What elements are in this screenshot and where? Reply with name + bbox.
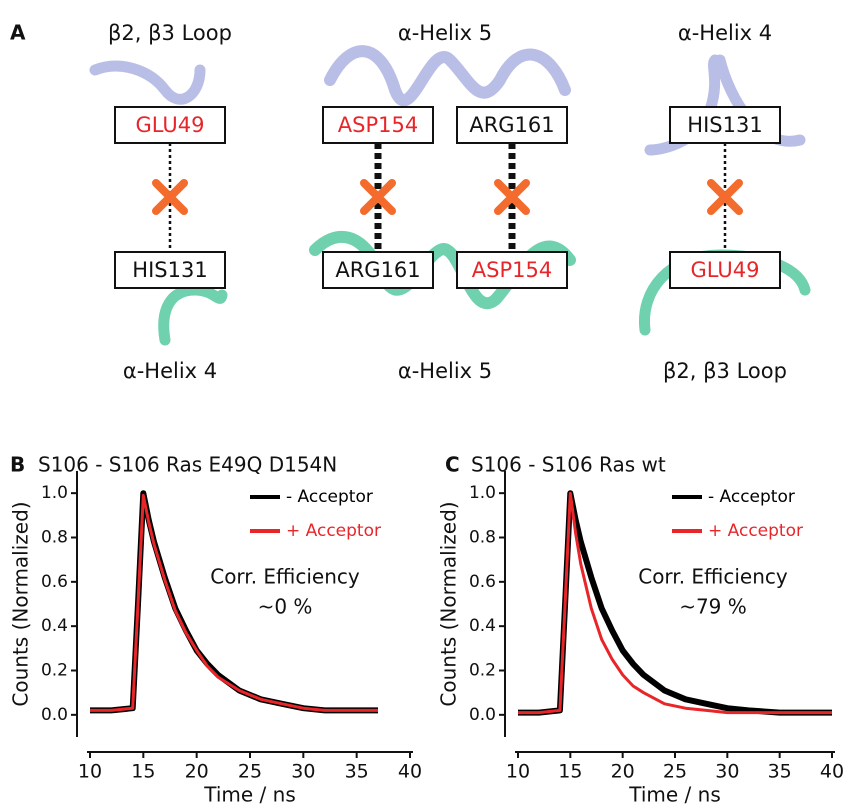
broken-cross	[360, 179, 396, 215]
y-tick-label: 1.0	[469, 483, 496, 503]
residue-label: ASP154	[472, 258, 552, 282]
residue-box	[456, 106, 568, 144]
legend-label: - Acceptor	[708, 487, 795, 507]
annotation: Corr. Efficiency	[210, 565, 360, 589]
x-tick-label: 30	[291, 761, 315, 783]
series-line	[90, 493, 378, 712]
panel-label: C	[445, 453, 460, 477]
y-tick-label: 1.0	[41, 483, 68, 503]
chart-title: S106 - S106 Ras wt	[471, 453, 666, 477]
residue-box	[669, 251, 781, 289]
x-tick-label: 35	[768, 761, 792, 783]
broken-cross	[152, 179, 188, 215]
x-tick-label: 20	[611, 761, 635, 783]
y-axis-label: Counts (Normalized)	[437, 501, 461, 706]
chart-title: S106 - S106 Ras E49Q D154N	[38, 453, 337, 477]
y-tick-label: 0.2	[469, 661, 496, 681]
y-tick-label: 0.0	[469, 705, 496, 725]
residue-box	[322, 106, 434, 144]
broken-cross	[494, 179, 530, 215]
y-tick-label: 0.8	[469, 528, 496, 548]
y-axis-label: Counts (Normalized)	[9, 501, 33, 706]
x-tick-label: 15	[558, 761, 582, 783]
legend-label: + Acceptor	[708, 521, 803, 541]
residue-label: ARG161	[469, 113, 554, 137]
region-label: α-Helix 5	[398, 359, 492, 383]
x-tick-label: 10	[506, 761, 530, 783]
legend-label: + Acceptor	[286, 521, 381, 541]
y-tick-label: 0.6	[469, 572, 496, 592]
helix-shapes	[89, 45, 811, 346]
x-tick-label: 40	[820, 761, 844, 783]
panel-label: A	[10, 21, 26, 45]
x-tick-label: 15	[131, 761, 155, 783]
x-tick-label: 25	[663, 761, 687, 783]
legend-label: - Acceptor	[286, 487, 373, 507]
x-tick-label: 30	[715, 761, 739, 783]
residue-box	[114, 106, 226, 144]
residue-label: ARG161	[335, 258, 420, 282]
residue-label: HIS131	[687, 113, 762, 137]
residue-box	[456, 251, 568, 289]
x-axis-label: Time / ns	[203, 783, 296, 807]
annotation: ~0 %	[258, 595, 313, 619]
y-tick-label: 0.4	[41, 616, 68, 636]
region-label: α-Helix 5	[398, 21, 492, 45]
region-label: β2, β3 Loop	[108, 21, 232, 45]
residue-label: GLU49	[690, 258, 759, 282]
y-tick-label: 0.8	[41, 528, 68, 548]
residue-box	[114, 251, 226, 289]
residue-box	[322, 251, 434, 289]
annotation: ~79 %	[679, 595, 747, 619]
y-tick-label: 0.6	[41, 572, 68, 592]
y-tick-label: 0.2	[41, 661, 68, 681]
y-tick-label: 0.0	[41, 705, 68, 725]
x-tick-label: 25	[238, 761, 262, 783]
region-label: α-Helix 4	[123, 359, 217, 383]
broken-cross	[707, 179, 743, 215]
region-label: β2, β3 Loop	[663, 359, 787, 383]
y-tick-label: 0.4	[469, 616, 496, 636]
x-tick-label: 20	[185, 761, 209, 783]
region-label: α-Helix 4	[678, 21, 772, 45]
residue-label: GLU49	[135, 113, 204, 137]
series-line	[518, 491, 832, 715]
x-tick-label: 10	[78, 761, 102, 783]
panel-label: B	[10, 453, 25, 477]
x-axis-label: Time / ns	[628, 783, 721, 807]
annotation: Corr. Efficiency	[638, 565, 788, 589]
x-tick-label: 35	[345, 761, 369, 783]
residue-label: ASP154	[338, 113, 418, 137]
residue-box	[669, 106, 781, 144]
x-tick-label: 40	[398, 761, 422, 783]
residue-label: HIS131	[132, 258, 207, 282]
